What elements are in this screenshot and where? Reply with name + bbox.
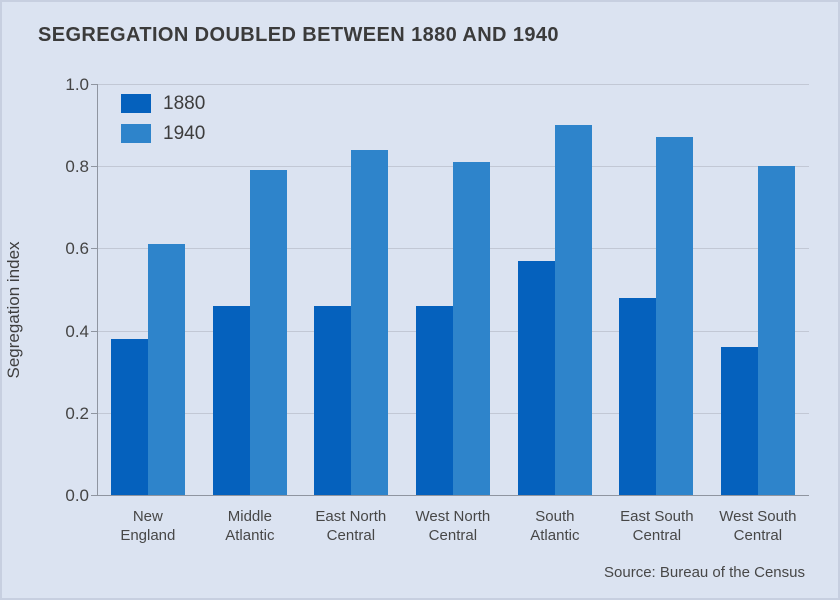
legend-item-1940: 1940 — [121, 122, 206, 144]
y-axis-line — [97, 84, 98, 495]
x-category-label: East South Central — [606, 507, 708, 545]
y-tick-label: 0.6 — [65, 239, 89, 259]
y-tick-mark — [91, 412, 97, 414]
x-category-label: East North Central — [300, 507, 402, 545]
y-tick-label: 1.0 — [65, 75, 89, 94]
legend-label-1880: 1880 — [163, 92, 206, 114]
x-category-label: West North Central — [402, 507, 504, 545]
bar-1880-west-north-central — [416, 305, 453, 495]
legend-label-1940: 1940 — [163, 122, 206, 144]
bar-1940-new-england — [148, 244, 185, 495]
bar-1880-middle-atlantic — [213, 305, 250, 495]
bar-1880-south-atlantic — [518, 260, 555, 495]
x-category-label-line: South — [535, 508, 575, 525]
x-category-label-line: West North — [415, 508, 491, 525]
y-tick-mark — [91, 248, 97, 250]
x-axis-line — [97, 495, 809, 496]
x-category-label-line: Central — [326, 527, 376, 544]
y-tick-label: 0.8 — [65, 157, 89, 177]
bar-1880-new-england — [111, 338, 148, 495]
bar-1880-west-south-central — [721, 347, 758, 495]
x-category-label-line: West South — [719, 508, 797, 525]
bar-1940-west-south-central — [758, 166, 795, 495]
bar-1940-middle-atlantic — [250, 170, 287, 495]
bar-1940-east-south-central — [656, 137, 693, 495]
bar-1880-east-north-central — [314, 305, 351, 495]
y-tick-mark — [91, 495, 97, 496]
bar-1940-south-atlantic — [555, 125, 592, 495]
y-tick-mark — [91, 84, 97, 85]
bar-1880-east-south-central — [619, 297, 656, 495]
x-category-label-line: England — [120, 527, 176, 544]
legend-item-1880: 1880 — [121, 92, 206, 114]
x-category-label-line: East South — [620, 508, 694, 525]
x-category-label: Middle Atlantic — [199, 507, 301, 545]
legend-swatch-1940 — [121, 124, 151, 143]
x-category-label-line: Middle — [227, 508, 272, 525]
x-category-label: New England — [97, 507, 199, 545]
x-category-label-line: East North — [315, 508, 387, 525]
x-category-label-line: Atlantic — [530, 527, 580, 544]
legend-swatch-1880 — [121, 94, 151, 113]
y-tick-label: 0.4 — [65, 321, 89, 341]
bar-1940-east-north-central — [351, 149, 388, 495]
x-category-label-line: Central — [632, 527, 682, 544]
x-category-label-line: New — [132, 508, 163, 525]
x-category-label-line: Central — [733, 527, 783, 544]
gridline — [97, 84, 809, 85]
legend: 1880 1940 — [121, 92, 206, 154]
y-tick-mark — [91, 330, 97, 332]
y-tick-mark — [91, 166, 97, 168]
x-category-label: West South Central — [707, 507, 809, 545]
chart-title: SEGREGATION DOUBLED BETWEEN 1880 AND 194… — [38, 24, 559, 46]
source-note: Source: Bureau of the Census — [604, 564, 805, 581]
x-category-label-line: Atlantic — [225, 527, 275, 544]
y-tick-label: 0.2 — [65, 403, 89, 423]
y-tick-label: 0.0 — [65, 486, 89, 505]
bar-1940-west-north-central — [453, 162, 490, 495]
x-category-label: South Atlantic — [504, 507, 606, 545]
x-category-label-line: Central — [428, 527, 478, 544]
